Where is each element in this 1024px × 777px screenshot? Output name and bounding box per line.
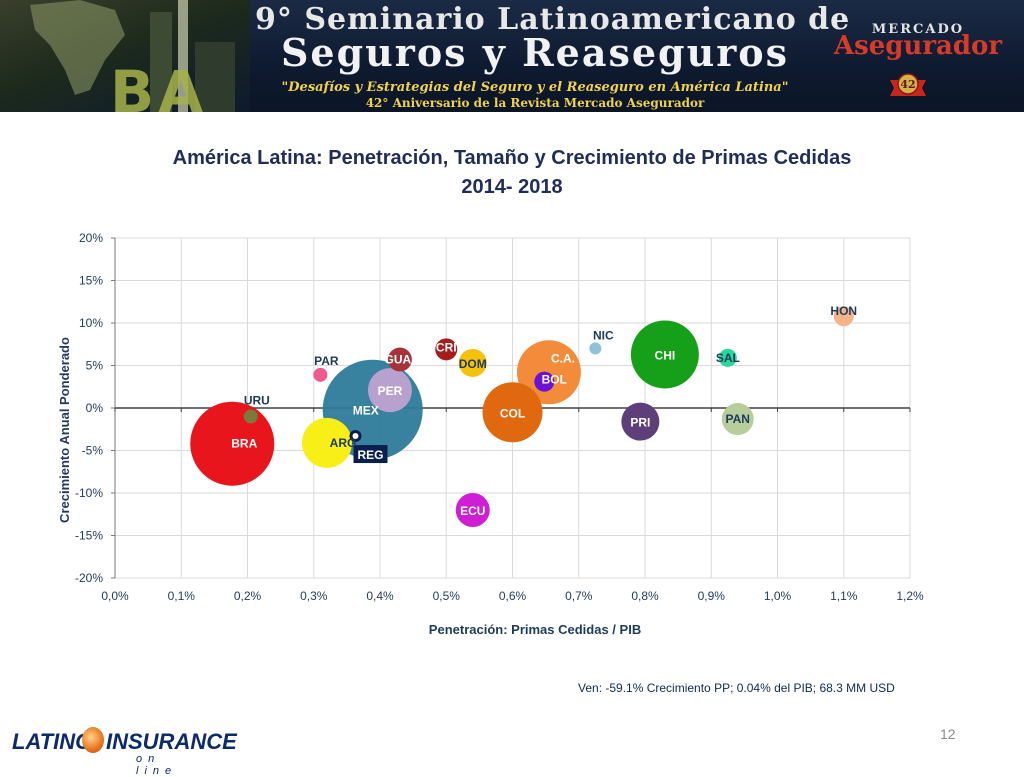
bubble-arg: [302, 417, 352, 468]
bubble-label-col: COL: [500, 406, 525, 420]
x-tick-label: 1,0%: [764, 589, 792, 603]
y-tick-label: -5%: [82, 444, 104, 458]
conference-tagline: "Desafíos y Estrategias del Seguro y el …: [281, 80, 789, 95]
anniversary-badge-icon: 42: [890, 73, 926, 96]
bubble-pan: [721, 403, 754, 436]
y-axis-title: Crecimiento Anual Ponderado: [57, 337, 72, 523]
logo-latino-text: LATINO: [12, 729, 93, 754]
bubble-label-ca: C.A.: [551, 351, 575, 365]
x-tick-label: 0,1%: [168, 589, 196, 603]
x-tick-label: 0,3%: [300, 589, 328, 603]
chart-title: América Latina: Penetración, Tamaño y Cr…: [172, 147, 852, 169]
footnote: Ven: -59.1% Crecimiento PP; 0.04% del PI…: [578, 681, 895, 695]
mercado-logo-main: Asegurador: [833, 31, 1003, 61]
bubble-col: [482, 382, 543, 443]
banner-city-photo: BA: [0, 0, 250, 112]
bubble-hon: [833, 306, 854, 327]
bubble-label-cri: CRI: [436, 340, 457, 354]
bubble-label-per: PER: [378, 384, 403, 398]
bubble-label-pan: PAN: [726, 412, 750, 426]
bubble-label-arg: ARG: [330, 436, 357, 450]
conference-title-line2: Seguros y Reaseguros: [280, 30, 790, 75]
page-number: 12: [940, 726, 956, 742]
bubble-label-ecu: ECU: [460, 504, 485, 518]
globe-icon: [82, 727, 104, 753]
x-tick-label: 1,1%: [830, 589, 858, 603]
reg-dot: [352, 433, 359, 440]
x-tick-label: 0,7%: [565, 589, 593, 603]
bubble-label-bra: BRA: [231, 437, 257, 451]
bubble-label-gua: GUA: [385, 353, 412, 367]
x-tick-label: 0,2%: [234, 589, 262, 603]
bubble-label-sal: SAL: [716, 351, 740, 365]
conference-banner: BA 9° Seminario Latinoamericano de Segur…: [0, 0, 1024, 112]
bubble-label-bol: BOL: [542, 373, 567, 387]
bubble-dom: [458, 348, 487, 377]
bubble-uru: [243, 409, 258, 424]
chart-subtitle: 2014- 2018: [461, 176, 563, 198]
bubble-label-chi: CHI: [655, 348, 676, 362]
x-tick-label: 1,2%: [896, 589, 924, 603]
south-america-map-icon: [30, 0, 125, 95]
bubble-ca: [516, 340, 581, 405]
conference-title-line1: 9° Seminario Latinoamericano de: [255, 2, 851, 37]
x-axis-title: Penetración: Primas Cedidas / PIB: [429, 622, 641, 637]
bubble-cri: [435, 338, 458, 361]
bubble-label-nic: NIC: [593, 329, 614, 343]
ba-letters: BA: [110, 58, 208, 112]
y-tick-label: -10%: [75, 486, 103, 500]
logo-online-text: on line: [136, 753, 178, 777]
latino-insurance-logo: LATINO INSURANCE on line: [10, 723, 237, 777]
chart-axes: 0,0% 0,1% 0,2% 0,3% 0,4% 0,5% 0,6% 0,7% 0,8% 0,9%…: [75, 231, 924, 603]
bubble-label-pri: PRI: [630, 416, 650, 430]
y-tick-label: 0%: [86, 401, 104, 415]
x-tick-label: 0,9%: [698, 589, 726, 603]
y-tick-label: -20%: [75, 571, 103, 585]
bubble-pri: [621, 402, 660, 441]
x-tick-label: 0,5%: [433, 589, 461, 603]
x-tick-label: 0,0%: [101, 589, 129, 603]
y-tick-label: 20%: [79, 231, 103, 245]
conference-anniversary: 42° Aniversario de la Revista Mercado As…: [365, 96, 705, 110]
y-tick-label: 10%: [79, 316, 103, 330]
anniversary-badge-number: 42: [900, 78, 915, 91]
mercado-logo-top: MERCADO: [871, 22, 965, 37]
bubble-label-reg: REG: [357, 448, 383, 462]
y-tick-label: -15%: [75, 529, 103, 543]
x-tick-label: 0,6%: [499, 589, 527, 603]
y-tick-label: 5%: [86, 359, 104, 373]
mercado-asegurador-logo: MERCADO Asegurador: [828, 22, 1008, 61]
bubble-nic: [589, 342, 602, 355]
bubble-bol: [534, 371, 555, 392]
bubble-label-par: PAR: [314, 354, 339, 368]
bubble-chi: [630, 320, 699, 389]
bubble-sal: [718, 348, 737, 367]
bubble-par: [313, 367, 328, 382]
bubble-gua: [387, 347, 412, 372]
x-tick-label: 0,4%: [366, 589, 394, 603]
bubble-label-hon: HON: [830, 304, 857, 318]
bubble-label-uru: URU: [244, 394, 270, 408]
bubble-per: [367, 368, 412, 413]
y-tick-label: 15%: [79, 274, 103, 288]
bubble-label-dom: DOM: [459, 357, 487, 371]
banner-title-block: 9° Seminario Latinoamericano de Seguros …: [255, 0, 851, 112]
logo-insurance-text: INSURANCE: [106, 729, 237, 754]
chart-bubbles: [190, 306, 854, 527]
x-tick-label: 0,8%: [631, 589, 659, 603]
bubble-ecu: [455, 493, 490, 527]
reg-label-box: [353, 445, 388, 464]
bubble-label-mex: MEX: [353, 404, 379, 418]
